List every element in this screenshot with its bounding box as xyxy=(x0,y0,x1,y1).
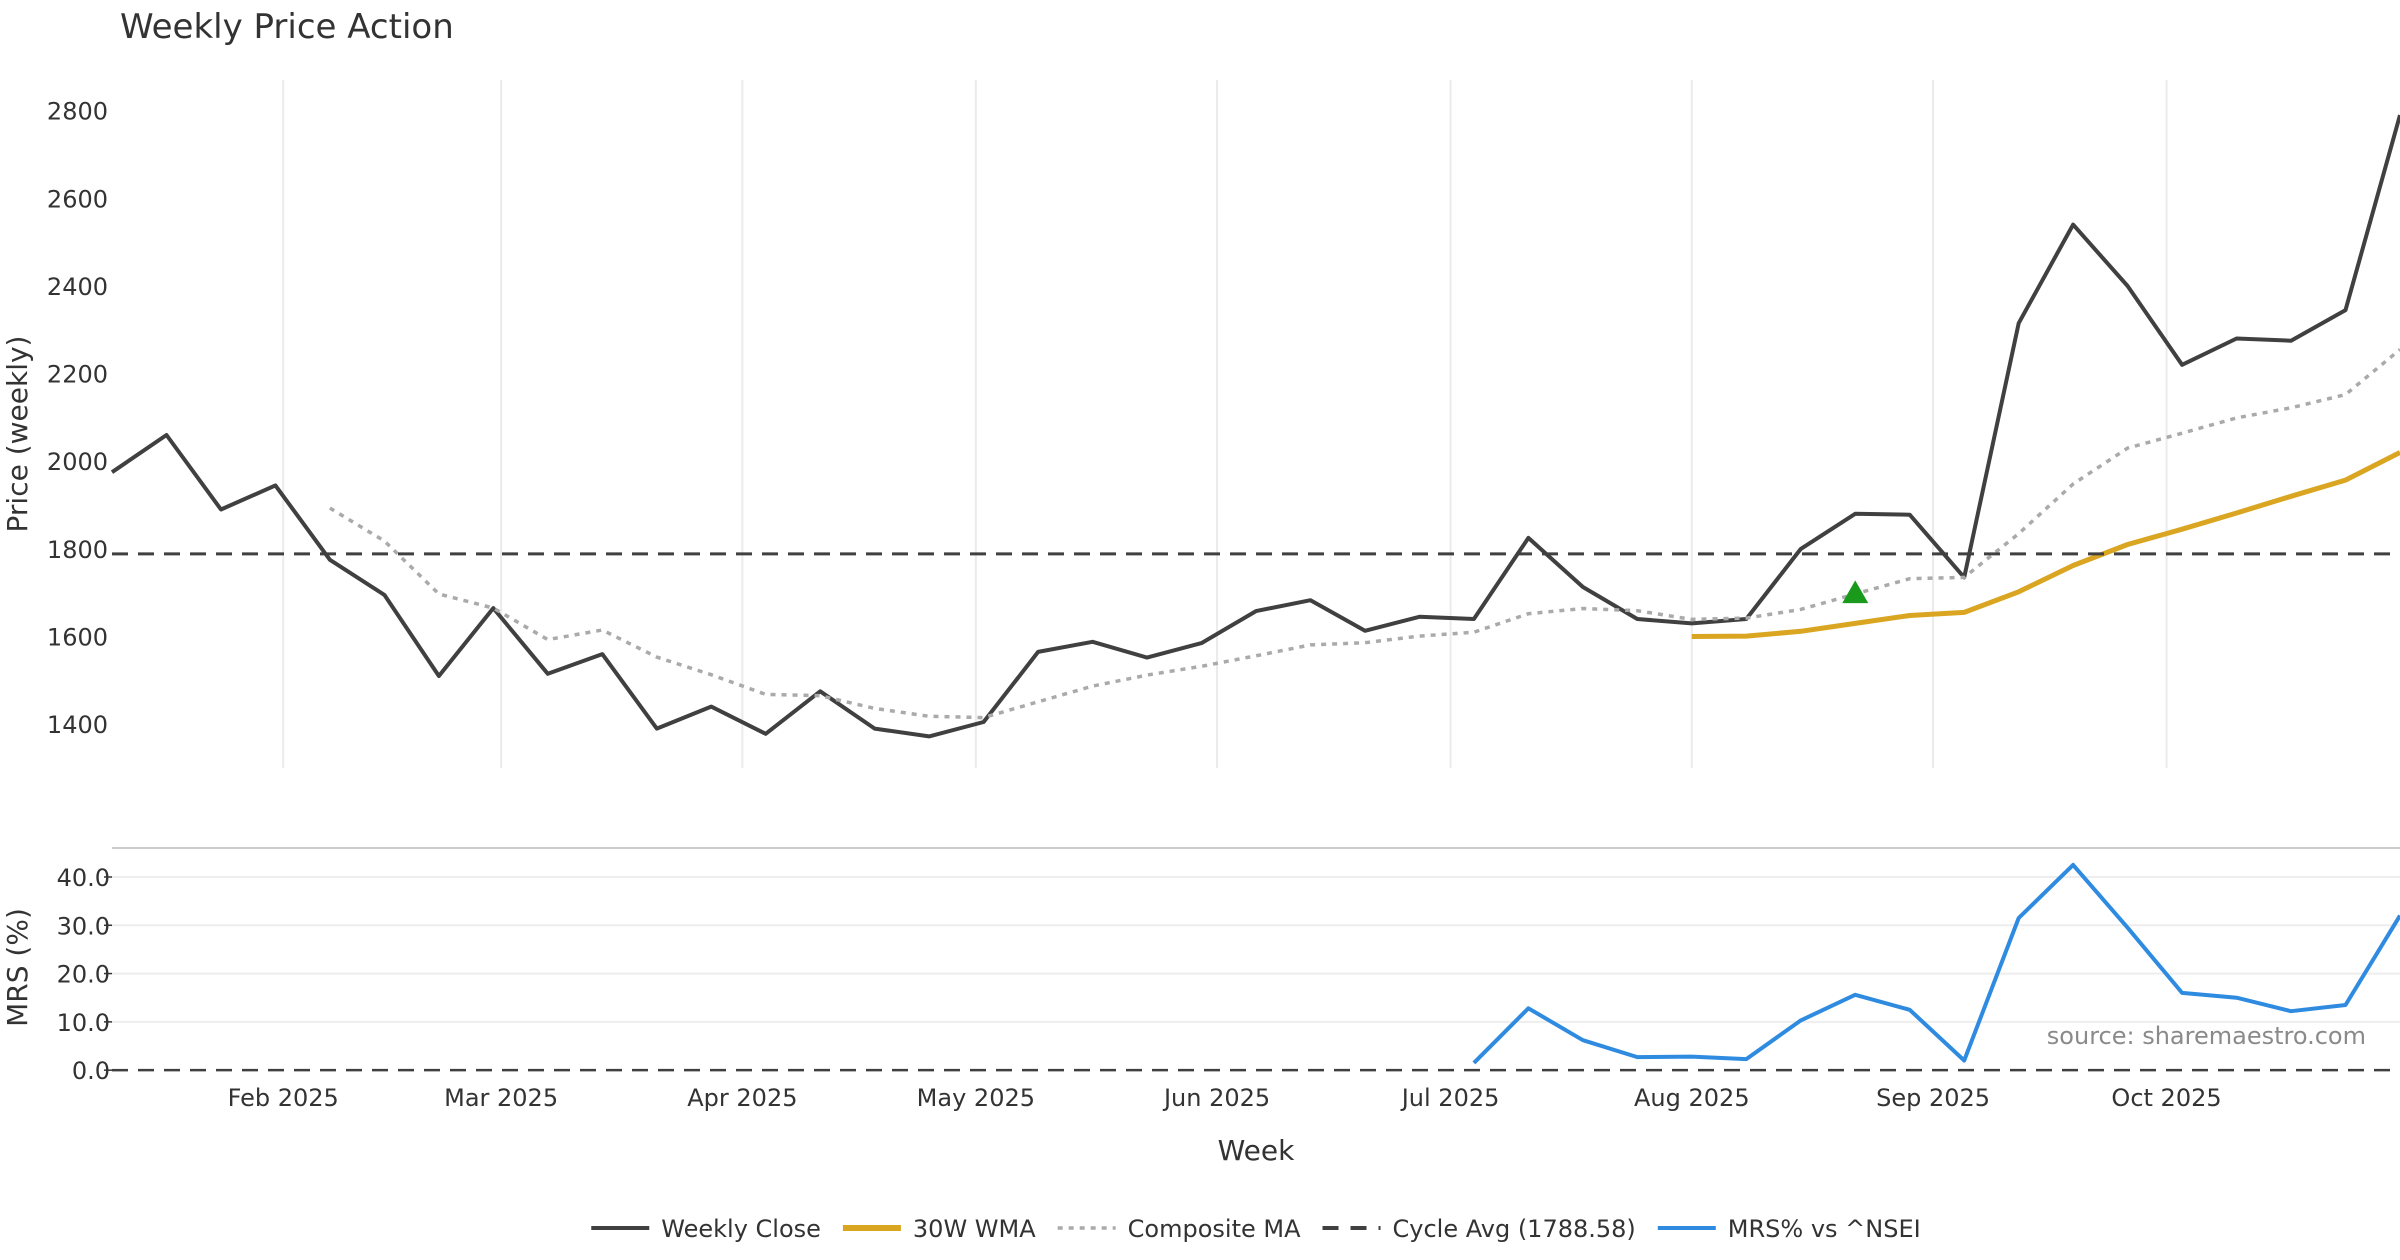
price-ytick-2600: 2600 xyxy=(47,185,108,213)
price-ytick-2400: 2400 xyxy=(47,273,108,301)
xtick-apr-2025: Apr 2025 xyxy=(687,1084,797,1112)
legend-item-30w-wma: 30W WMA xyxy=(842,1215,1036,1243)
legend-label-weekly-close: Weekly Close xyxy=(661,1215,821,1243)
series-composite-ma xyxy=(328,348,2400,720)
chart-title: Weekly Price Action xyxy=(120,7,454,47)
legend-label-composite-ma: Composite MA xyxy=(1128,1215,1301,1243)
price-ytick-2000: 2000 xyxy=(47,448,108,476)
xtick-oct-2025: Oct 2025 xyxy=(2111,1084,2221,1112)
xtick-jun-2025: Jun 2025 xyxy=(1162,1084,1270,1112)
price-ytick-1800: 1800 xyxy=(47,536,108,564)
xtick-jul-2025: Jul 2025 xyxy=(1400,1084,1500,1112)
xtick-feb-2025: Feb 2025 xyxy=(228,1084,339,1112)
legend-item-weekly-close: Weekly Close xyxy=(591,1215,821,1243)
mrs-ytick-0-0: 0.0 xyxy=(72,1057,110,1085)
series-weekly-close xyxy=(110,114,2400,739)
legend-label-cycle-avg-1788-58: Cycle Avg (1788.58) xyxy=(1393,1215,1636,1243)
series-30w-wma xyxy=(1691,450,2400,639)
mrs-ytick-40-0: 40.0 xyxy=(57,864,110,892)
xtick-may-2025: May 2025 xyxy=(917,1084,1035,1112)
xtick-sep-2025: Sep 2025 xyxy=(1876,1084,1990,1112)
legend-label-mrs-vs-nsei: MRS% vs ^NSEI xyxy=(1728,1215,1921,1243)
mrs-ytick-10-0: 10.0 xyxy=(57,1009,110,1037)
price-ytick-1400: 1400 xyxy=(47,711,108,739)
price-ytick-2800: 2800 xyxy=(47,98,108,126)
xtick-mar-2025: Mar 2025 xyxy=(444,1084,558,1112)
mrs-ylabel: MRS (%) xyxy=(1,908,34,1027)
legend-item-composite-ma: Composite MA xyxy=(1057,1215,1301,1243)
x-axis-label: Week xyxy=(1218,1134,1295,1167)
source-note: source: sharemaestro.com xyxy=(2047,1022,2366,1050)
price-ytick-2200: 2200 xyxy=(47,361,108,389)
legend-item-mrs-vs-nsei: MRS% vs ^NSEI xyxy=(1657,1215,1921,1243)
legend-item-cycle-avg-1788-58: Cycle Avg (1788.58) xyxy=(1322,1215,1636,1243)
legend-label-30w-wma: 30W WMA xyxy=(913,1215,1036,1243)
mrs-ytick-30-0: 30.0 xyxy=(57,912,110,940)
price-ytick-1600: 1600 xyxy=(47,624,108,652)
signal-marker-0 xyxy=(1842,580,1869,604)
xtick-aug-2025: Aug 2025 xyxy=(1634,1084,1750,1112)
series-mrs-vs-nsei xyxy=(1472,862,2400,1065)
mrs-ytick-20-0: 20.0 xyxy=(57,961,110,989)
price-ylabel: Price (weekly) xyxy=(1,336,34,533)
